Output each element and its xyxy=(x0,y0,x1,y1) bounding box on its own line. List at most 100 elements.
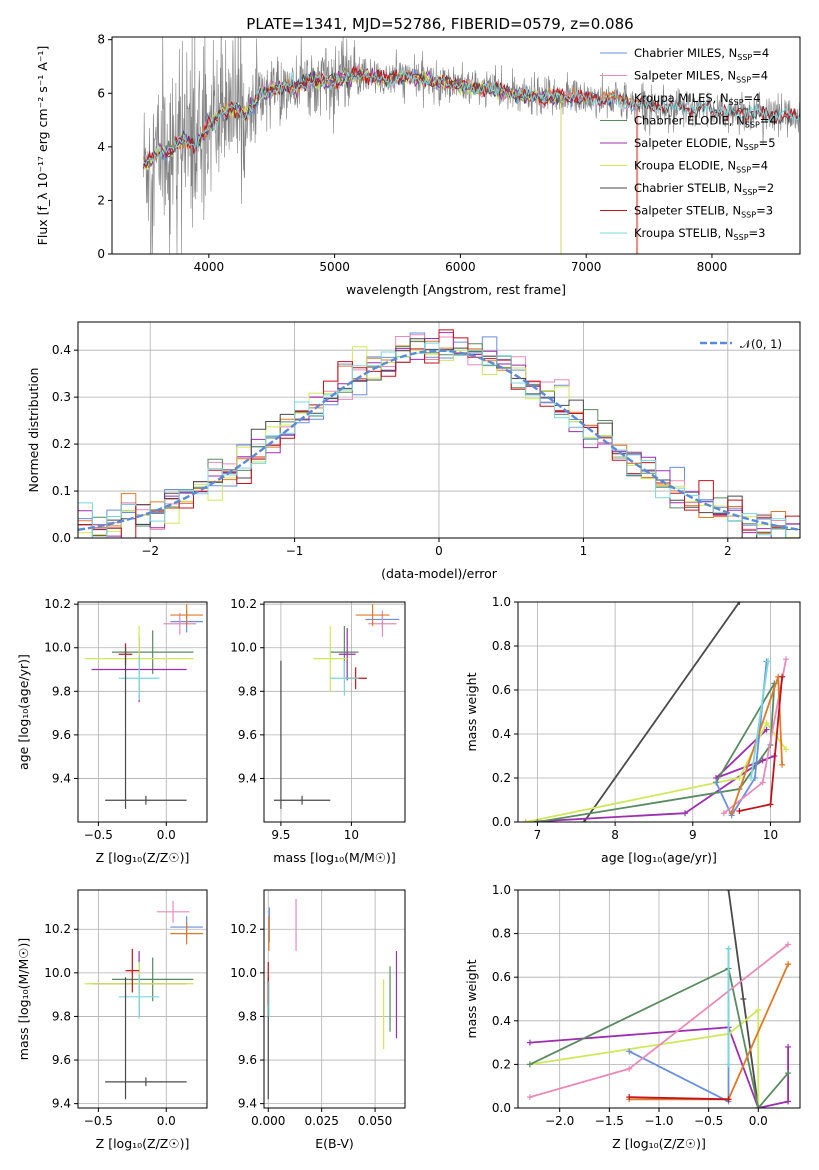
x-axis-label: (data-model)/error xyxy=(381,566,498,581)
x-tick-label: 10 xyxy=(763,828,778,842)
residuals-panel: −2 −1 0 1 2 0.0 0.1 0.2 0.3 0.4 𝒩(0, 1) (data-model… xyxy=(26,321,801,581)
y-tick-label: 10.2 xyxy=(230,922,257,936)
legend-label-salpeter_miles: Salpeter MILES, NSSP=4 xyxy=(634,69,768,85)
x-tick-label: −2.0 xyxy=(545,1114,574,1128)
weight-line-kroupa_miles xyxy=(730,676,783,814)
legend-normal-label: 𝒩(0, 1) xyxy=(740,337,782,351)
legend-nssp: =4 xyxy=(752,46,769,60)
y-tick-label: 0.4 xyxy=(492,727,511,741)
x-tick-label: 0.0 xyxy=(157,828,176,842)
spectrum-lines xyxy=(142,37,800,254)
weight-line-chabrier_miles xyxy=(628,948,730,1103)
y-axis-label: mass [log₁₀(M/M☉)] xyxy=(16,938,31,1060)
histogram-kroupa_stelib xyxy=(78,342,800,538)
x-tick-label: −1.0 xyxy=(644,1114,673,1128)
x-axis-label: mass [log₁₀(M/M☉)] xyxy=(273,850,395,865)
legend-nssp: =4 xyxy=(751,69,768,83)
model-spectrum-salpeter_stelib xyxy=(142,65,800,169)
y-tick-label: 10.0 xyxy=(44,966,71,980)
y-tick-label: 0.6 xyxy=(492,970,511,984)
x-tick-label: 6000 xyxy=(445,260,476,274)
weight-line-salpeter_elodie xyxy=(525,728,775,822)
x-tick-label: 2 xyxy=(724,544,732,558)
legend-label-chabrier_miles: Chabrier MILES, NSSP=4 xyxy=(634,46,769,62)
axes-frame xyxy=(77,321,801,539)
weight_vs_age-panel: 7 8 9 10 0.0 0.2 0.4 0.6 0.8 1.0 age [log₁₀(age/yr… xyxy=(464,595,801,865)
x-tick-label: 0.0 xyxy=(157,1114,176,1128)
y-tick-label: 0.0 xyxy=(52,531,71,545)
weight-line-kroupa_stelib xyxy=(750,661,769,779)
y-tick-label: 8 xyxy=(97,33,105,47)
x-tick-label: 10 xyxy=(344,828,359,842)
y-tick-label: 0.2 xyxy=(492,1057,511,1071)
y-tick-label: 9.8 xyxy=(238,1009,257,1023)
weight-line-salpeter_stelib xyxy=(629,1096,729,1101)
x-tick-label: −0.5 xyxy=(84,1114,113,1128)
legend-sub: SSP xyxy=(729,98,744,107)
y-tick-label: 0 xyxy=(97,247,105,261)
weight-line-kroupa_elodie xyxy=(525,721,787,822)
legend-label-chabrier_stelib: Chabrier STELIB, NSSP=2 xyxy=(634,181,774,197)
legend-nssp: =3 xyxy=(756,204,773,218)
legend-label-kroupa_elodie: Kroupa ELODIE, NSSP=4 xyxy=(634,159,768,175)
x-tick-label: −1.5 xyxy=(595,1114,624,1128)
y-tick-label: 0.4 xyxy=(52,343,71,357)
figure-title: PLATE=1341, MJD=52786, FIBERID=0579, z=0… xyxy=(246,15,633,33)
mass_vs_Z-panel: −0.5 0.0 9.4 9.6 9.8 10.0 10.2 Z [log₁₀(Z/Z☉)] m… xyxy=(16,889,208,1151)
model-spectrum-kroupa_stelib xyxy=(143,68,800,166)
axes-frame xyxy=(263,889,406,1109)
y-tick-label: 0.8 xyxy=(492,639,511,653)
x-tick-label: 9.5 xyxy=(271,828,290,842)
y-tick-label: 9.8 xyxy=(52,1009,71,1023)
y-tick-label: 4 xyxy=(97,140,105,154)
x-tick-label: −1 xyxy=(286,544,304,558)
x-tick-label: 0.0 xyxy=(749,1114,768,1128)
legend-sub: SSP xyxy=(742,188,757,197)
y-axis-label: mass weight xyxy=(464,959,479,1038)
y-tick-label: 0.3 xyxy=(52,390,71,404)
y-axis-label: Flux [f_λ 10⁻¹⁷ erg cm⁻² s⁻¹ A⁻¹] xyxy=(35,46,50,246)
legend-nssp: =3 xyxy=(749,226,766,240)
x-tick-label: 0 xyxy=(435,544,443,558)
axes-frame xyxy=(517,601,801,823)
weight-line-chabrier_stelib xyxy=(583,602,741,822)
mass_vs_ebv-panel: 0.000 0.025 0.050 9.4 9.6 9.8 10.0 10.2 E(B-V) xyxy=(230,889,406,1151)
y-tick-label: 2 xyxy=(97,193,105,207)
y-tick-label: 9.6 xyxy=(52,1053,71,1067)
weight-line-chabrier_elodie xyxy=(529,967,789,1108)
y-tick-label: 9.8 xyxy=(52,684,71,698)
errorbars xyxy=(273,604,400,809)
legend-nssp: =4 xyxy=(744,91,761,105)
weight-lines xyxy=(522,602,790,822)
legend-sub: SSP xyxy=(736,76,751,85)
legend-sub: SSP xyxy=(734,233,749,242)
y-tick-label: 0.4 xyxy=(492,1014,511,1028)
x-tick-label: 9 xyxy=(689,828,697,842)
legend-sub: SSP xyxy=(737,53,752,62)
x-tick-label: 1 xyxy=(580,544,588,558)
y-tick-label: 10.0 xyxy=(44,641,71,655)
weight-line-salpeter_elodie xyxy=(529,1026,789,1108)
y-tick-label: 0.2 xyxy=(492,771,511,785)
x-axis-label: Z [log₁₀(Z/Z☉)] xyxy=(96,850,190,865)
x-tick-label: 0.000 xyxy=(251,1114,285,1128)
x-axis-label: Z [log₁₀(Z/Z☉)] xyxy=(96,1136,190,1151)
legend-label-salpeter_elodie: Salpeter ELODIE, NSSP=5 xyxy=(634,136,776,152)
x-axis-label: wavelength [Angstrom, rest frame] xyxy=(346,282,566,297)
axes-frame xyxy=(263,601,406,823)
legend-nssp: =2 xyxy=(757,181,774,195)
legend-sub: SSP xyxy=(736,166,751,175)
legend-sub: SSP xyxy=(741,211,756,220)
x-axis-label: age [log₁₀(age/yr)] xyxy=(601,850,717,865)
x-tick-label: 0.050 xyxy=(358,1114,392,1128)
x-tick-label: 5000 xyxy=(319,260,350,274)
y-tick-label: 0.0 xyxy=(492,1101,511,1115)
y-tick-label: 1.0 xyxy=(492,595,511,609)
x-tick-label: −2 xyxy=(141,544,159,558)
y-axis-label: mass weight xyxy=(464,672,479,751)
errorbars xyxy=(84,604,203,809)
y-tick-label: 9.4 xyxy=(52,771,71,785)
x-tick-label: 0.025 xyxy=(305,1114,339,1128)
x-tick-label: 8000 xyxy=(697,260,728,274)
y-tick-label: 10.2 xyxy=(44,922,71,936)
